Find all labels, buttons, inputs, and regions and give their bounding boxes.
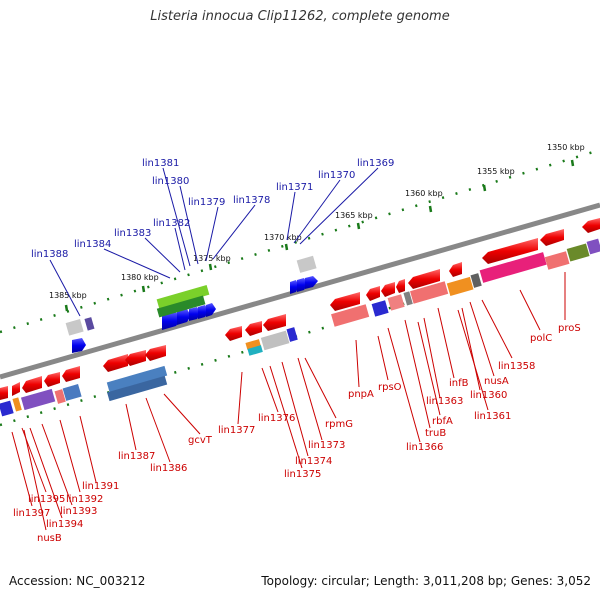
gene-label: lin1373 — [308, 440, 345, 451]
tick-label: 1355 kbp — [477, 167, 515, 176]
gene-label: lin1397 — [13, 508, 50, 519]
forward-genes — [65, 255, 318, 353]
gene-label: lin1379 — [188, 197, 225, 208]
gene-label: infB — [449, 378, 469, 389]
tick-label: 1375 kbp — [193, 254, 231, 263]
gene-label: lin1381 — [142, 158, 179, 169]
tick-label: 1370 kbp — [264, 233, 302, 242]
tick-label: 1360 kbp — [405, 189, 443, 198]
gene-label: rbfA — [432, 416, 453, 427]
gene-label: lin1376 — [258, 413, 295, 424]
gene-label: lin1361 — [474, 411, 511, 422]
gene-label: lin1383 — [114, 228, 151, 239]
tick-label: 1365 kbp — [335, 211, 373, 220]
gene-label: lin1358 — [498, 361, 535, 372]
gene-label: rpsO — [378, 382, 402, 393]
gene-label: gcvT — [188, 435, 213, 446]
tick-label: 1380 kbp — [121, 273, 159, 282]
reverse-genes — [0, 218, 600, 417]
gene-label: nusB — [37, 533, 62, 544]
gene-label: rpmG — [325, 419, 353, 430]
gene-label: lin1395 — [28, 494, 65, 505]
gene-label: lin1371 — [276, 182, 313, 193]
gene-label: lin1380 — [152, 176, 189, 187]
gene-label: lin1384 — [74, 239, 111, 250]
gene-label: lin1377 — [218, 425, 255, 436]
gene-label: lin1374 — [295, 456, 332, 467]
accession-label: Accession: NC_003212 — [9, 574, 146, 588]
gene-label: lin1370 — [318, 170, 355, 181]
gene-label: lin1388 — [31, 249, 68, 260]
gene-label: lin1387 — [118, 451, 155, 462]
gene-label: lin1382 — [153, 218, 190, 229]
tick-label: 1385 kbp — [49, 291, 87, 300]
reverse-gene-labels: proS polC lin1358 nusA lin1360 lin1361 i… — [13, 323, 581, 544]
gene-label: lin1375 — [284, 469, 321, 480]
gene-label: lin1366 — [406, 442, 443, 453]
gene-label: lin1386 — [150, 463, 187, 474]
gene-label: lin1391 — [82, 481, 119, 492]
gene-label: lin1360 — [470, 390, 507, 401]
gene-label: pnpA — [348, 389, 374, 400]
gene-label: lin1369 — [357, 158, 394, 169]
reverse-leaders — [11, 272, 566, 531]
gene-label: lin1378 — [233, 195, 270, 206]
topology-label: Topology: circular; Length: 3,011,208 bp… — [261, 574, 591, 588]
gene-label: proS — [558, 323, 581, 334]
forward-gene-labels: lin1369 lin1370 lin1371 lin1378 lin1379 … — [31, 158, 394, 260]
tick-label: 1350 kbp — [547, 143, 585, 152]
gene-label: polC — [530, 333, 552, 344]
map-title: Listeria innocua Clip11262, complete gen… — [150, 9, 450, 24]
gene-label: nusA — [484, 376, 509, 387]
major-ticks — [64, 159, 575, 312]
gene-label: truB — [425, 428, 446, 439]
gene-label: lin1392 — [66, 494, 103, 505]
gene-label: lin1394 — [46, 519, 83, 530]
gene-label: lin1363 — [426, 396, 463, 407]
forward-leaders — [49, 167, 379, 317]
gene-label: lin1393 — [60, 506, 97, 517]
